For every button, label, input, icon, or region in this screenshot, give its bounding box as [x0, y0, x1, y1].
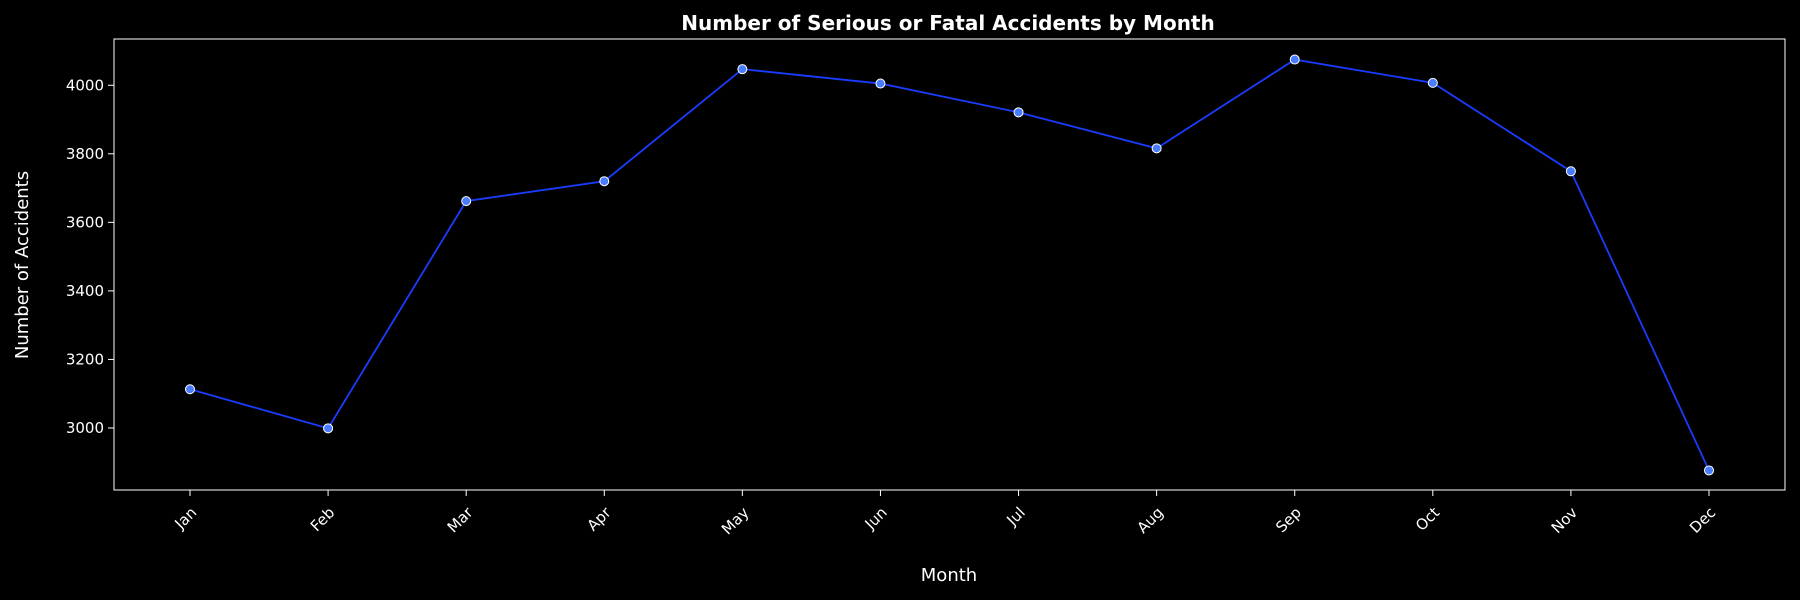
y-axis-label: Number of Accidents	[12, 171, 33, 359]
x-axis-label: Month	[921, 565, 977, 586]
y-axis: 3000 3200 3400 3600 3800 4000	[66, 76, 114, 437]
data-point	[1427, 77, 1438, 88]
data-point	[1704, 465, 1714, 476]
plot-area-frame	[113, 38, 1786, 491]
data-point	[875, 78, 886, 89]
y-tick-label: 3200	[66, 350, 104, 368]
y-tick-label: 4000	[66, 76, 104, 94]
data-point	[1289, 54, 1300, 65]
data-point	[599, 176, 610, 187]
data-point	[737, 64, 748, 75]
data-point	[323, 423, 334, 434]
series-layer	[185, 54, 1714, 476]
chart-title: Number of Serious or Fatal Accidents by …	[681, 11, 1214, 35]
series-line	[189, 58, 1710, 471]
y-tick-label: 3600	[66, 213, 104, 231]
data-point	[1151, 143, 1162, 154]
y-tick-label: 3400	[66, 282, 104, 300]
data-point	[1565, 166, 1576, 177]
data-point	[185, 384, 195, 395]
y-tick-label: 3000	[66, 419, 104, 437]
data-point	[1013, 107, 1024, 118]
y-tick-label: 3800	[66, 145, 104, 163]
data-point	[461, 196, 472, 207]
